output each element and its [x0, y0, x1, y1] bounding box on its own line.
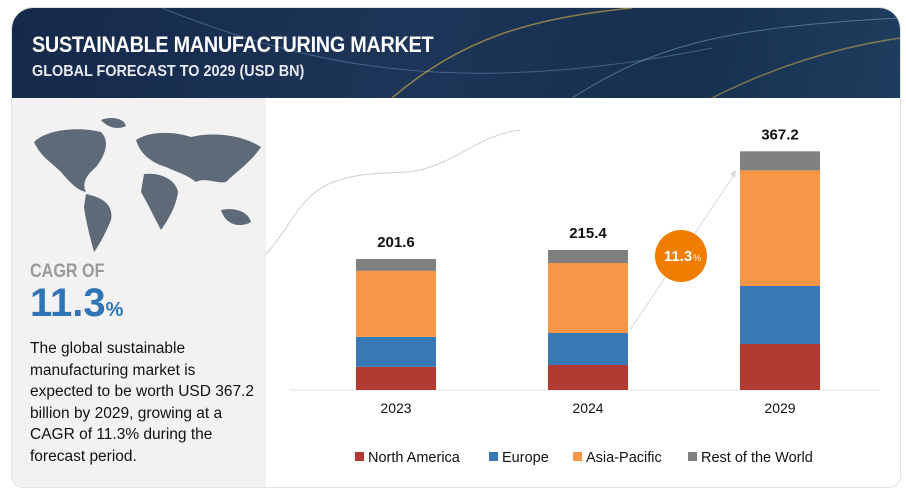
world-map-icon — [34, 118, 261, 252]
cagr-badge-value: 11.3 — [664, 248, 692, 265]
decorative-curve — [264, 129, 521, 256]
total-label-2024: 215.4 — [569, 225, 607, 242]
legend-swatch-rest-of-the-world — [688, 452, 697, 461]
bar-segment-north-america-2029 — [740, 343, 820, 390]
total-label-2023: 201.6 — [377, 234, 415, 251]
legend-label-north-america: North America — [368, 450, 461, 466]
bar-segment-north-america-2024 — [548, 364, 628, 390]
page-title: SUSTAINABLE MANUFACTURING MARKET — [32, 32, 434, 57]
cagr-badge: 11.3 % — [655, 230, 707, 282]
legend-label-rest-of-the-world: Rest of the World — [701, 450, 813, 466]
cagr-badge-circle — [655, 230, 707, 282]
bar-segment-north-america-2023 — [356, 366, 436, 390]
legend: North America Europe Asia-Pacific Rest of t… — [355, 450, 813, 466]
decorative-light-streaks — [161, 8, 900, 98]
cagr-badge-unit: % — [693, 253, 701, 263]
cagr-number: 11.3 — [30, 281, 106, 325]
cagr-value: 11.3% — [30, 281, 123, 326]
bar-segment-asia-pacific-2029 — [740, 170, 820, 286]
legend-swatch-north-america — [355, 452, 364, 461]
bar-segment-rest-of-the-world-2024 — [548, 249, 628, 263]
bar-segment-rest-of-the-world-2023 — [356, 258, 436, 271]
cagr-unit: % — [105, 299, 124, 321]
summary-panel: CAGR OF 11.3% The global sustainable man… — [12, 98, 266, 487]
x-tick-label-2024: 2024 — [572, 400, 603, 416]
x-tick-label-2029: 2029 — [764, 400, 795, 416]
bar-segment-asia-pacific-2024 — [548, 262, 628, 333]
x-tick-label-2023: 2023 — [380, 400, 411, 416]
bar-segment-europe-2024 — [548, 332, 628, 365]
header-banner: SUSTAINABLE MANUFACTURING MARKET GLOBAL … — [12, 8, 900, 98]
legend-swatch-europe — [489, 452, 498, 461]
market-description: The global sustainable manufacturing mar… — [30, 340, 255, 465]
growth-arrowhead — [730, 170, 736, 178]
bar-segment-europe-2023 — [356, 336, 436, 367]
legend-swatch-asia-pacific — [573, 452, 582, 461]
total-label-2029: 367.2 — [761, 126, 799, 143]
legend-label-asia-pacific: Asia-Pacific — [586, 450, 662, 466]
legend-label-europe: Europe — [502, 450, 549, 466]
page-subtitle: GLOBAL FORECAST TO 2029 (USD BN) — [32, 63, 305, 80]
bar-segment-asia-pacific-2023 — [356, 270, 436, 337]
bar-segment-europe-2029 — [740, 286, 820, 344]
bar-segment-rest-of-the-world-2029 — [740, 151, 820, 171]
cagr-label: CAGR OF — [30, 261, 105, 282]
